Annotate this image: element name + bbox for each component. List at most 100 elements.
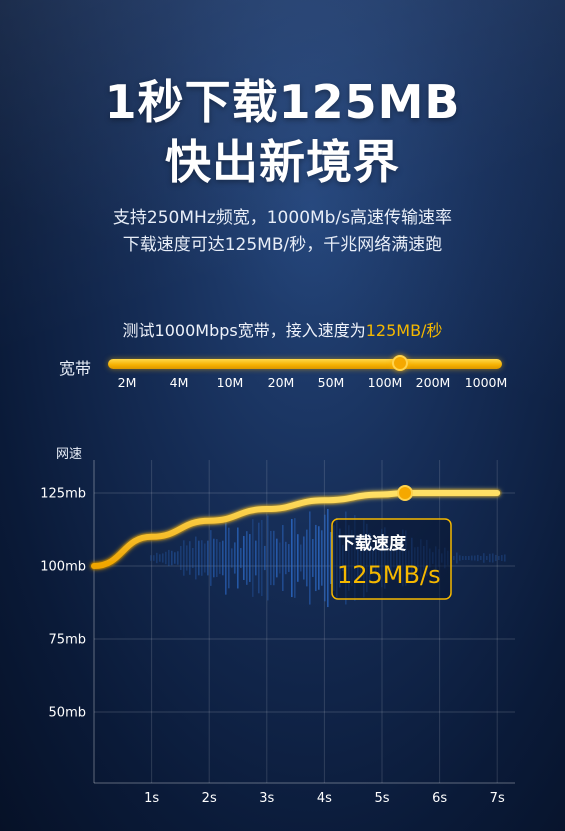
test-description: 测试1000Mbps宽带，接入速度为125MB/秒 bbox=[0, 317, 565, 341]
speed-bar bbox=[486, 556, 488, 560]
y-tick-label: 50mb bbox=[49, 706, 86, 721]
speed-bar bbox=[270, 530, 272, 586]
speed-bar bbox=[153, 555, 155, 561]
speed-bar bbox=[198, 540, 200, 576]
speed-bar bbox=[171, 550, 173, 566]
speed-bar bbox=[234, 542, 236, 574]
speed-bar bbox=[297, 534, 299, 582]
speed-bar bbox=[315, 524, 317, 592]
speed-bar bbox=[225, 521, 227, 595]
headline-line-2: 快出新境界 bbox=[165, 135, 400, 189]
speed-bar bbox=[210, 530, 212, 586]
headline-line-1: 1秒下载125MB bbox=[104, 75, 461, 129]
speed-bar bbox=[192, 547, 194, 569]
speed-bar bbox=[489, 553, 491, 563]
speed-bar bbox=[231, 548, 233, 568]
bandwidth-tick: 2M bbox=[117, 375, 137, 390]
data-point-marker bbox=[397, 485, 414, 501]
x-tick-label: 4s bbox=[317, 791, 332, 806]
speed-bar bbox=[453, 556, 455, 560]
y-tick-label: 75mb bbox=[49, 633, 86, 648]
speed-bar bbox=[312, 539, 314, 577]
bandwidth-tick: 50M bbox=[317, 375, 345, 390]
x-tick-label: 7s bbox=[490, 791, 505, 806]
speed-bar bbox=[243, 536, 245, 580]
speed-bar bbox=[195, 536, 197, 580]
speed-bar bbox=[498, 556, 500, 560]
speed-bar bbox=[240, 548, 242, 568]
speed-bar bbox=[180, 546, 182, 570]
speed-bar bbox=[300, 544, 302, 572]
test-highlight: 125MB/秒 bbox=[365, 321, 443, 340]
x-tick-label: 1s bbox=[144, 791, 159, 806]
speed-bar bbox=[330, 532, 332, 584]
speed-bar bbox=[294, 518, 296, 598]
speed-bar bbox=[201, 540, 203, 576]
speed-bar bbox=[324, 514, 326, 602]
speed-bar bbox=[480, 556, 482, 560]
speed-bar bbox=[252, 519, 254, 597]
x-tick-label: 3s bbox=[259, 791, 274, 806]
speed-bar bbox=[495, 554, 497, 562]
speed-bar bbox=[483, 553, 485, 563]
speed-bar bbox=[504, 554, 506, 562]
speed-bar bbox=[468, 556, 470, 560]
speed-bar bbox=[321, 530, 323, 586]
subtitle-line-2: 下载速度可达125MB/秒，千兆网络满速跑 bbox=[122, 235, 443, 255]
speed-bar bbox=[246, 531, 248, 585]
y-axis-label: 网速 bbox=[56, 447, 82, 462]
speed-bar bbox=[501, 555, 503, 561]
speed-bar bbox=[258, 522, 260, 594]
speed-bar bbox=[159, 554, 161, 562]
speed-bar bbox=[327, 508, 329, 608]
speed-bar bbox=[162, 553, 164, 563]
speed-bar bbox=[276, 538, 278, 578]
bandwidth-tick: 10M bbox=[216, 375, 244, 390]
bandwidth-label: 宽带 bbox=[59, 359, 92, 378]
speed-bar bbox=[282, 525, 284, 591]
speed-bar bbox=[303, 536, 305, 580]
speed-bar bbox=[309, 511, 311, 605]
speed-bar bbox=[255, 540, 257, 576]
speed-bar bbox=[222, 540, 224, 576]
speed-bar bbox=[165, 551, 167, 565]
speed-bar bbox=[279, 542, 281, 574]
speed-bar bbox=[465, 556, 467, 560]
bandwidth-tick: 200M bbox=[415, 375, 451, 390]
y-tick-label: 125mb bbox=[40, 487, 86, 502]
bandwidth-slider-knob bbox=[392, 355, 408, 371]
bandwidth-tick: 1000M bbox=[464, 375, 508, 390]
y-tick-label: 100mb bbox=[40, 560, 86, 575]
speed-bar bbox=[207, 540, 209, 576]
speed-bar bbox=[186, 545, 188, 571]
speed-bar bbox=[306, 529, 308, 587]
speed-bar bbox=[204, 543, 206, 573]
speed-bar bbox=[183, 540, 185, 576]
speed-bar bbox=[291, 518, 293, 598]
x-tick-label: 5s bbox=[374, 791, 389, 806]
speed-bar bbox=[189, 541, 191, 575]
callout-box bbox=[331, 518, 452, 600]
speed-bar bbox=[267, 515, 269, 601]
speed-bar bbox=[456, 552, 458, 564]
speed-bar bbox=[174, 552, 176, 564]
bandwidth-tick: 20M bbox=[267, 375, 295, 390]
callout-title: 下载速度 bbox=[338, 533, 407, 554]
speed-bar bbox=[228, 527, 230, 589]
series-line bbox=[91, 490, 501, 569]
speed-bar bbox=[219, 542, 221, 574]
test-prefix: 测试1000Mbps宽带，接入速度为 bbox=[122, 321, 366, 340]
speed-bar bbox=[249, 534, 251, 582]
speed-bar bbox=[474, 555, 476, 561]
speed-bar bbox=[150, 555, 152, 561]
speed-bar bbox=[459, 555, 461, 561]
speed-bar bbox=[273, 530, 275, 586]
speed-bar bbox=[216, 539, 218, 577]
speed-bar bbox=[168, 549, 170, 567]
speed-bar bbox=[237, 527, 239, 589]
speed-bar bbox=[288, 544, 290, 572]
speed-bar bbox=[264, 545, 266, 571]
bandwidth-tick: 4M bbox=[169, 375, 189, 390]
bandwidth-slider-track bbox=[108, 359, 502, 369]
